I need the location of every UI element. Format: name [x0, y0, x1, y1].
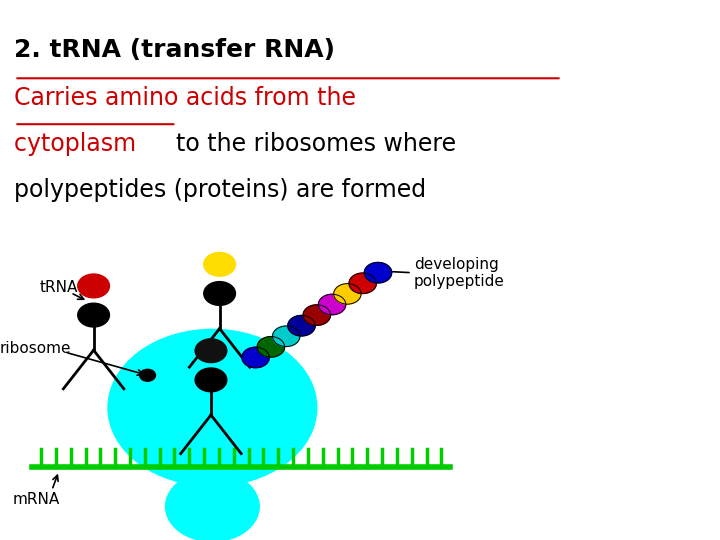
Circle shape — [303, 305, 330, 325]
Text: to the ribosomes where: to the ribosomes where — [176, 132, 456, 156]
Circle shape — [349, 273, 377, 294]
Circle shape — [364, 262, 392, 283]
Text: tRNA: tRNA — [40, 280, 78, 295]
Circle shape — [140, 369, 156, 381]
Circle shape — [78, 303, 109, 327]
Circle shape — [272, 326, 300, 347]
Text: 2. tRNA (transfer RNA): 2. tRNA (transfer RNA) — [14, 38, 336, 62]
Text: developing
polypeptide: developing polypeptide — [414, 256, 505, 289]
Circle shape — [78, 274, 109, 298]
Text: cytoplasm: cytoplasm — [14, 132, 144, 156]
Circle shape — [195, 339, 227, 363]
Circle shape — [204, 252, 235, 276]
Circle shape — [242, 347, 269, 368]
Text: polypeptides (proteins) are formed: polypeptides (proteins) are formed — [14, 178, 426, 202]
Circle shape — [195, 368, 227, 392]
Circle shape — [318, 294, 346, 315]
Circle shape — [166, 471, 259, 540]
Circle shape — [108, 329, 317, 486]
Circle shape — [288, 315, 315, 336]
Circle shape — [204, 281, 235, 305]
Circle shape — [257, 336, 284, 357]
Circle shape — [334, 284, 361, 304]
Text: mRNA: mRNA — [13, 492, 60, 507]
Text: Carries amino acids from the: Carries amino acids from the — [14, 86, 356, 110]
Text: ribosome: ribosome — [0, 341, 71, 356]
